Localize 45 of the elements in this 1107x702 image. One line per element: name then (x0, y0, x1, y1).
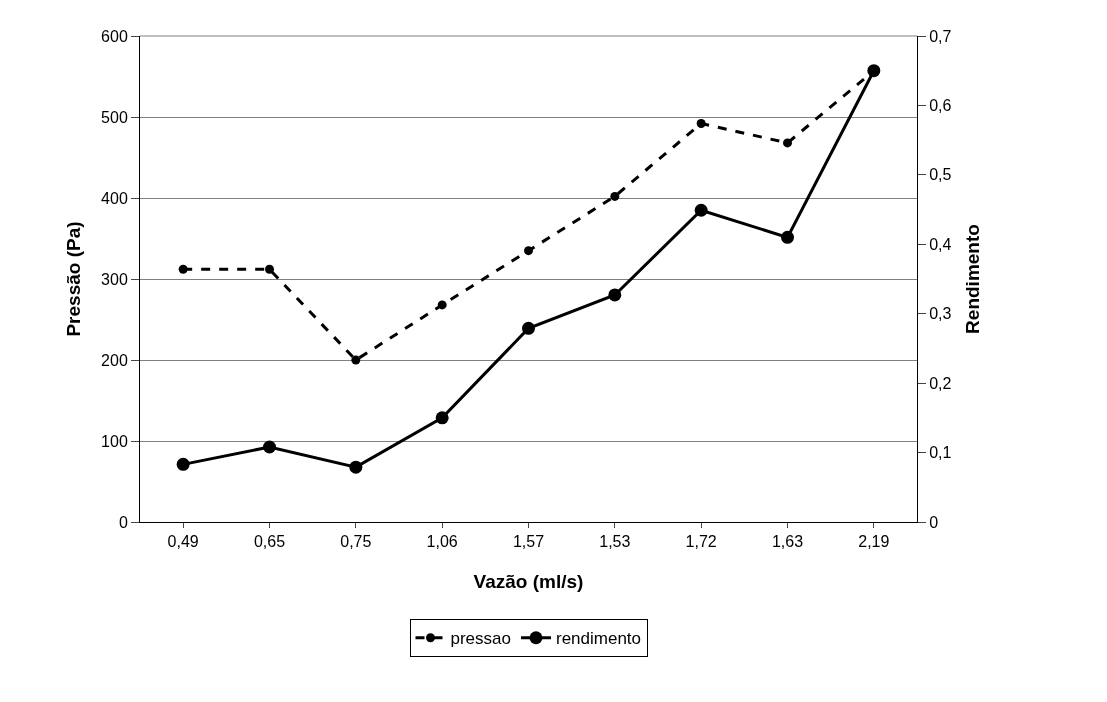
y2-tick-label: 0,5 (929, 166, 952, 184)
point (263, 440, 276, 454)
point (696, 118, 706, 128)
y-tick-label: 100 (101, 432, 128, 450)
point (610, 191, 620, 201)
x-tick-label: 0,49 (167, 533, 199, 551)
y2-tick-label: 0,3 (929, 305, 952, 323)
x-tick-label: 1,57 (512, 533, 545, 551)
y2-tick-label: 0,4 (929, 235, 952, 253)
y2-tick-label: 0,7 (929, 27, 952, 45)
point (435, 411, 449, 425)
legend-label: pressao (450, 629, 511, 649)
point (349, 460, 363, 474)
y-axis-title: Pressão (Pa) (62, 221, 84, 337)
y-tick-label: 200 (101, 351, 128, 369)
point (265, 264, 274, 274)
y2-tick-label: 0,2 (929, 374, 952, 392)
y-tick-label: 300 (101, 270, 128, 288)
y-tick-label: 0 (118, 513, 128, 531)
legend-label: rendimento (555, 629, 642, 649)
x-tick-label: 0,75 (340, 533, 372, 551)
point (178, 264, 188, 274)
y-tick-label: 600 (101, 27, 128, 45)
x-tick-label: 2,19 (858, 533, 890, 551)
x-axis-title: Vazão (ml/s) (473, 571, 584, 592)
y2-tick-label: 0,1 (929, 444, 952, 462)
point (176, 457, 190, 471)
point (351, 355, 361, 365)
y2-axis-title: Rendimento (962, 224, 984, 334)
point (783, 138, 792, 148)
x-tick-label: 1,53 (599, 533, 631, 551)
point (608, 288, 622, 302)
point (437, 300, 447, 310)
y-tick-label: 400 (101, 189, 128, 207)
point (694, 203, 708, 217)
x-tick-label: 1,72 (685, 533, 717, 551)
x-tick-label: 1,06 (426, 533, 458, 551)
y-tick-label: 500 (101, 108, 128, 126)
point (781, 230, 794, 244)
x-tick-label: 0,65 (253, 533, 286, 551)
y2-tick-label: 0,6 (929, 97, 952, 115)
x-tick-label: 1,63 (771, 533, 804, 551)
y2-tick-label: 0 (929, 513, 939, 531)
point (522, 321, 535, 335)
point (524, 246, 533, 256)
